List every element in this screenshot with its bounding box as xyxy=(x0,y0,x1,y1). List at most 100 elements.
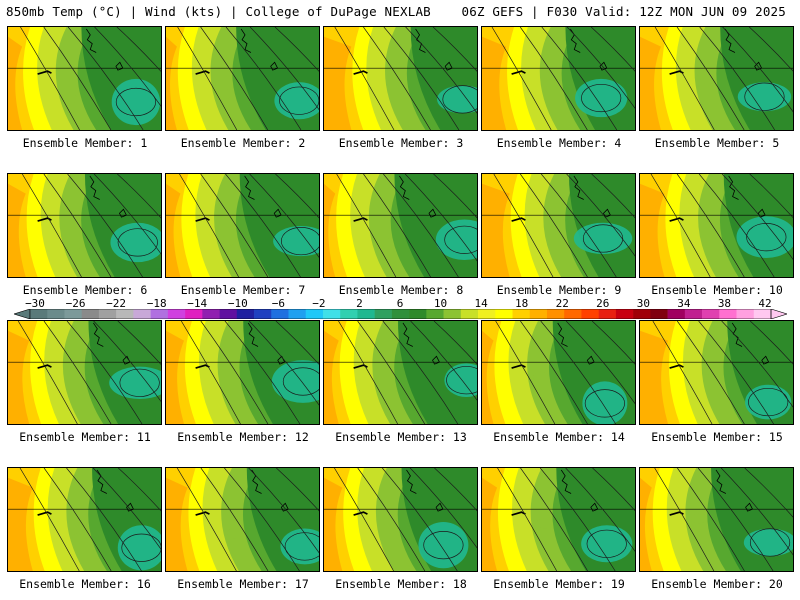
colorbar-segment xyxy=(650,309,668,319)
colorbar-tick-label: −14 xyxy=(187,297,208,310)
colorbar-segment xyxy=(581,309,599,319)
colorbar-tick-label: 6 xyxy=(396,297,404,310)
colorbar-segment xyxy=(615,309,634,319)
colorbar-segment xyxy=(529,309,548,319)
colorbar-segment xyxy=(30,309,48,319)
colorbar-tick-label: −2 xyxy=(312,297,326,310)
colorbar-segment xyxy=(254,309,272,319)
ensemble-member-label: Ensemble Member: 19 xyxy=(493,577,625,591)
colorbar-tick-label: 2 xyxy=(356,297,363,310)
ensemble-member-label: Ensemble Member: 13 xyxy=(335,430,467,444)
colorbar-segment xyxy=(426,309,444,319)
colorbar-segment xyxy=(546,309,565,319)
colorbar-segment xyxy=(391,309,410,319)
colorbar-segment xyxy=(564,309,582,319)
ensemble-member-map xyxy=(639,26,794,131)
colorbar-segment xyxy=(702,309,720,319)
ensemble-member-label: Ensemble Member: 10 xyxy=(651,283,783,297)
ensemble-member-label: Ensemble Member: 14 xyxy=(493,430,625,444)
colorbar-segment xyxy=(305,309,324,319)
ensemble-member-map xyxy=(481,26,636,131)
colorbar-segment xyxy=(340,309,358,319)
ensemble-member-map xyxy=(323,26,478,131)
colorbar-segment xyxy=(185,309,203,319)
ensemble-member-label: Ensemble Member: 5 xyxy=(654,136,780,150)
colorbar-segment xyxy=(271,309,289,319)
colorbar-segment xyxy=(443,309,462,319)
ensemble-member-map xyxy=(7,173,162,278)
ensemble-member-map xyxy=(165,173,320,278)
temperature-colorbar xyxy=(14,309,787,319)
ensemble-member-label: Ensemble Member: 2 xyxy=(180,136,306,150)
colorbar-segment xyxy=(288,309,307,319)
colorbar-tick-label: −22 xyxy=(106,297,127,310)
ensemble-member-label: Ensemble Member: 16 xyxy=(19,577,151,591)
ensemble-member-map xyxy=(323,320,478,425)
ensemble-member-map xyxy=(323,173,478,278)
colorbar-tick-label: 42 xyxy=(758,297,772,310)
ensemble-member-label: Ensemble Member: 17 xyxy=(177,577,309,591)
ensemble-member-label: Ensemble Member: 7 xyxy=(180,283,306,297)
colorbar-segment xyxy=(150,309,169,319)
colorbar-segment xyxy=(684,309,703,319)
ensemble-member-label: Ensemble Member: 4 xyxy=(496,136,622,150)
colorbar-segment xyxy=(598,309,617,319)
ensemble-member-label: Ensemble Member: 3 xyxy=(338,136,464,150)
colorbar-right-arrow xyxy=(770,309,787,319)
ensemble-member-label: Ensemble Member: 12 xyxy=(177,430,309,444)
colorbar-segment xyxy=(116,309,134,319)
colorbar-segment xyxy=(202,309,220,319)
colorbar-segment xyxy=(753,309,772,319)
colorbar-segment xyxy=(236,309,255,319)
ensemble-member-map xyxy=(323,467,478,572)
colorbar-tick-label: 34 xyxy=(677,297,691,310)
colorbar-segment xyxy=(736,309,755,319)
ensemble-member-map xyxy=(7,320,162,425)
colorbar-segment xyxy=(322,309,341,319)
ensemble-member-map xyxy=(639,173,794,278)
ensemble-member-map xyxy=(165,320,320,425)
colorbar-tick-label: 14 xyxy=(474,297,488,310)
ensemble-member-label: Ensemble Member: 20 xyxy=(651,577,783,591)
colorbar-segment xyxy=(460,309,479,319)
ensemble-member-label: Ensemble Member: 18 xyxy=(335,577,467,591)
colorbar-tick-label: −26 xyxy=(65,297,86,310)
colorbar-segment xyxy=(719,309,737,319)
colorbar-tick-label: 38 xyxy=(717,297,732,310)
ensemble-member-map xyxy=(481,173,636,278)
colorbar-tick-label: 10 xyxy=(433,297,448,310)
colorbar-segment xyxy=(409,309,427,319)
colorbar-segment xyxy=(64,309,82,319)
ensemble-member-label: Ensemble Member: 8 xyxy=(338,283,464,297)
colorbar-tick-label: 22 xyxy=(555,297,569,310)
ensemble-member-map xyxy=(639,467,794,572)
ensemble-member-map xyxy=(481,320,636,425)
ensemble-member-map xyxy=(165,26,320,131)
ensemble-member-label: Ensemble Member: 9 xyxy=(496,283,622,297)
ensemble-member-label: Ensemble Member: 11 xyxy=(19,430,151,444)
colorbar-left-arrow xyxy=(14,309,31,319)
colorbar-segment xyxy=(667,309,686,319)
ensemble-member-map xyxy=(165,467,320,572)
ensemble-member-map xyxy=(639,320,794,425)
colorbar-segment xyxy=(98,309,117,319)
colorbar-segment xyxy=(47,309,65,319)
ensemble-member-map xyxy=(7,467,162,572)
colorbar-tick-label: −10 xyxy=(227,297,248,310)
colorbar-tick-label: 30 xyxy=(636,297,650,310)
valid-time: 06Z GEFS | F030 Valid: 12Z MON JUN 09 20… xyxy=(461,4,786,19)
colorbar-tick-label: −30 xyxy=(25,297,45,310)
ensemble-member-label: Ensemble Member: 6 xyxy=(22,283,148,297)
ensemble-member-label: Ensemble Member: 1 xyxy=(22,136,148,150)
ensemble-member-map xyxy=(7,26,162,131)
colorbar-segment xyxy=(478,309,496,319)
ensemble-member-label: Ensemble Member: 15 xyxy=(651,430,783,444)
colorbar-segment xyxy=(512,309,531,319)
colorbar-tick-label: −18 xyxy=(146,297,167,310)
colorbar-tick-label: −6 xyxy=(271,297,285,310)
colorbar-segment xyxy=(633,309,651,319)
ensemble-member-map xyxy=(481,467,636,572)
colorbar-segment xyxy=(219,309,238,319)
colorbar-segment xyxy=(495,309,513,319)
map-title: 850mb Temp (°C) | Wind (kts) | College o… xyxy=(6,4,431,19)
